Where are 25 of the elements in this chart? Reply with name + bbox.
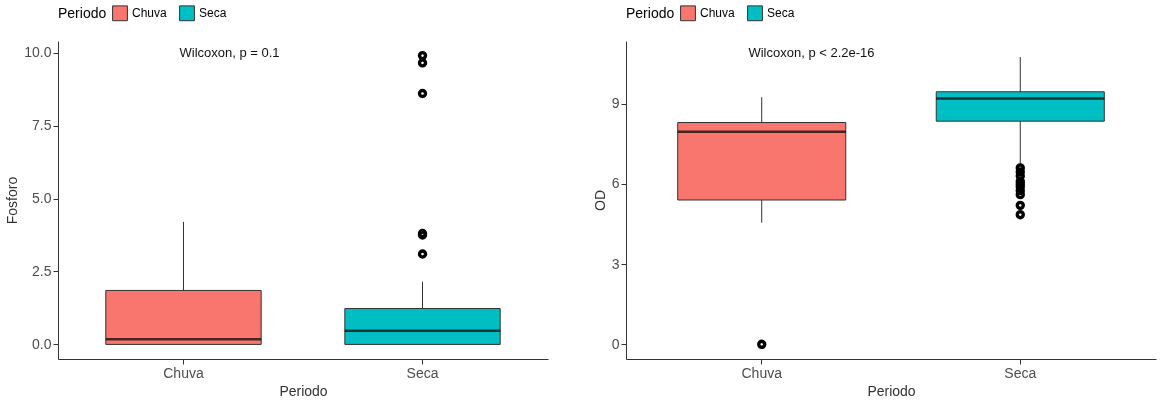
y-tick-label: 5.0 bbox=[32, 190, 52, 207]
y-tick-label: 0 bbox=[611, 335, 620, 352]
legend-title: Periodo bbox=[58, 5, 107, 21]
x-tick-label: Seca bbox=[406, 364, 439, 381]
legend-label: Chuva bbox=[700, 6, 736, 21]
legend-label: Seca bbox=[199, 6, 227, 21]
legend-label: Chuva bbox=[132, 6, 168, 21]
y-tick-label: 2.5 bbox=[32, 262, 52, 279]
annotation: Wilcoxon, p = 0.1 bbox=[179, 45, 280, 60]
x-tick-label: Seca bbox=[1004, 364, 1037, 381]
x-axis-title: Periodo bbox=[279, 382, 328, 399]
x-tick-label: Chuva bbox=[741, 364, 783, 381]
x-axis-title: Periodo bbox=[867, 382, 916, 399]
y-tick-label: 9 bbox=[611, 95, 620, 112]
y-tick-label: 6 bbox=[611, 175, 620, 192]
y-axis-title: Fosforo bbox=[4, 176, 21, 225]
y-tick-label: 0.0 bbox=[32, 335, 52, 352]
y-tick-label: 10.0 bbox=[24, 44, 52, 61]
x-tick-label: Chuva bbox=[163, 364, 204, 381]
y-tick-label: 3 bbox=[611, 255, 620, 272]
y-tick-label: 7.5 bbox=[32, 117, 52, 134]
annotation: Wilcoxon, p < 2.2e-16 bbox=[748, 45, 875, 60]
legend-title: Periodo bbox=[626, 5, 675, 21]
y-axis-title: OD bbox=[591, 190, 608, 211]
legend-label: Seca bbox=[767, 6, 795, 21]
